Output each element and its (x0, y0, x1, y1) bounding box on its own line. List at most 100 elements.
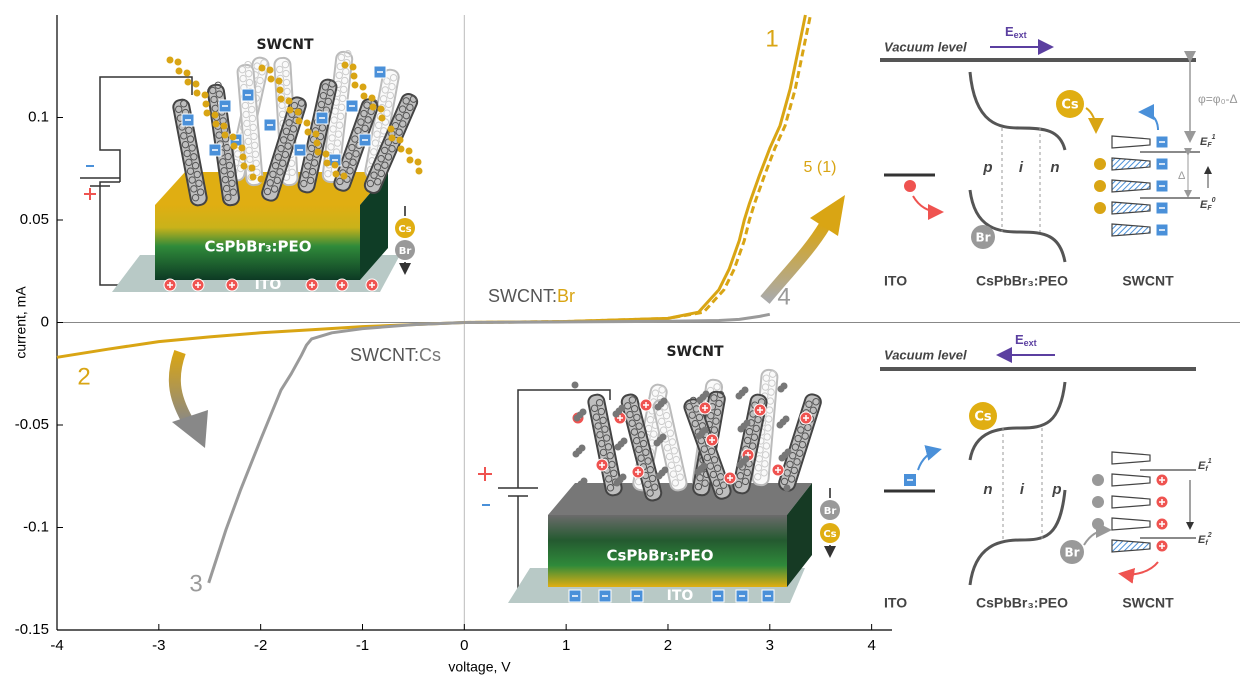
ion-dot (661, 398, 668, 405)
ion-label: Cs (398, 224, 411, 235)
ion-dot (231, 143, 238, 150)
transfer-arrow (1122, 562, 1158, 575)
level-label: Ef1 (1198, 458, 1212, 473)
ion-dot (240, 154, 247, 161)
ion-dot (743, 456, 750, 463)
ion-dot (296, 118, 303, 125)
curved-arrow (175, 352, 190, 425)
x-tick-label: -1 (356, 637, 369, 654)
level-label: EF1 (1200, 134, 1216, 149)
nanotube (777, 393, 822, 493)
ion-dot (407, 157, 414, 164)
device-schematic-top: ITO CsPbBr₃:PEO SWCNT Cs Br (80, 37, 423, 293)
level-subscript: F (1207, 205, 1212, 212)
ion-dot (416, 168, 423, 175)
field-subscript: ext (1014, 30, 1027, 40)
dos-cone (1112, 474, 1150, 486)
level-superscript: 2 (1207, 532, 1212, 539)
level-label: Ef2 (1198, 532, 1212, 547)
field-symbol: E (1005, 24, 1014, 39)
annotation-part: Br (557, 286, 575, 306)
ion-dot (781, 383, 788, 390)
ion-dot (350, 64, 357, 71)
ion-dot (185, 79, 192, 86)
transfer-arrow (918, 450, 938, 470)
ion-dot (175, 59, 182, 66)
ion-dot (360, 84, 367, 91)
ion-dot (341, 173, 348, 180)
figure: -0.15-0.1-0.0500.050.1-4-3-2-101234volta… (0, 0, 1256, 677)
ion-dot (662, 467, 669, 474)
data-line (464, 15, 805, 323)
level-superscript: 1 (1208, 458, 1212, 465)
material-label: CsPbBr₃:PEO (976, 273, 1068, 289)
ion-dot (621, 438, 628, 445)
dos-cone (1112, 158, 1150, 170)
ion-dot (259, 65, 266, 72)
dos-cone (1112, 224, 1150, 236)
hole (904, 180, 916, 192)
substrate-label: ITO (667, 588, 694, 604)
band-diagram-bottom: Vacuum level Eext n i p Cs Br ITO CsPbBr… (880, 332, 1212, 610)
ion-label: Br (1064, 546, 1079, 560)
y-tick-label: 0.1 (28, 108, 49, 125)
ion-dot (701, 463, 708, 470)
ion-dot (398, 146, 405, 153)
x-tick-label: 0 (460, 637, 468, 654)
ion-label: Br (824, 506, 837, 517)
transfer-arrow (913, 196, 940, 212)
level-label: EF0 (1200, 197, 1216, 212)
region-label: i (1020, 481, 1025, 498)
vacuum-label: Vacuum level (884, 39, 967, 54)
ion-dot (323, 151, 330, 158)
y-tick-label: 0.05 (20, 211, 49, 228)
material-label: ITO (884, 595, 907, 611)
x-tick-label: -2 (254, 637, 267, 654)
ion-dot (744, 420, 751, 427)
dos-cone (1112, 202, 1150, 214)
y-tick-label: 0 (41, 313, 49, 330)
x-tick-label: 1 (562, 637, 570, 654)
data-line (464, 15, 810, 323)
ion-dot (703, 391, 710, 398)
ion-dot (1092, 474, 1104, 486)
region-label: p (1051, 481, 1061, 498)
plus-sign (84, 188, 96, 200)
y-axis-title: current, mA (13, 286, 29, 359)
field-subscript: ext (1024, 338, 1037, 348)
y-tick-label: -0.15 (15, 621, 49, 638)
level-subscript: f (1205, 540, 1208, 547)
ion-dot (287, 107, 294, 114)
ion-dot (342, 62, 349, 69)
series-label: 1 (765, 25, 778, 52)
ion-dot (184, 70, 191, 77)
layer-label: CsPbBr₃:PEO (606, 547, 713, 565)
ion-dot (742, 387, 749, 394)
ion-dot (579, 445, 586, 452)
ion-label: Br (399, 246, 412, 257)
ion-dot (203, 101, 210, 108)
band-edge (970, 490, 1065, 585)
x-tick-label: 2 (664, 637, 672, 654)
ion-dot (193, 81, 200, 88)
ion-dot (222, 132, 229, 139)
work-function-label: φ=φ₀-Δ (1198, 92, 1238, 106)
ion-dot (406, 148, 413, 155)
y-tick-label: -0.05 (15, 416, 49, 433)
x-axis-title: voltage, V (448, 659, 511, 675)
ion-dot (702, 427, 709, 434)
material-label: SWCNT (1122, 273, 1174, 289)
ion-dot (176, 68, 183, 75)
ion-dot (389, 135, 396, 142)
ion-dot (1094, 158, 1106, 170)
ion-dot (212, 112, 219, 119)
device-schematic-bottom: ITO CsPbBr₃:PEO SWCNT Br Cs (478, 344, 840, 604)
ion-dot (361, 93, 368, 100)
ion-dot (1092, 496, 1104, 508)
region-label: i (1019, 159, 1024, 176)
ion-dot (1092, 518, 1104, 530)
layer-label: CsPbBr₃:PEO (204, 238, 311, 256)
material-label: CsPbBr₃:PEO (976, 595, 1068, 611)
ion-dot (313, 131, 320, 138)
dos-cone (1112, 518, 1150, 530)
